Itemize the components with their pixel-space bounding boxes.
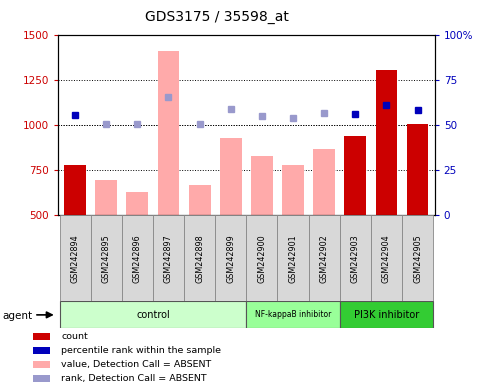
Text: GSM242898: GSM242898: [195, 234, 204, 283]
Text: GSM242903: GSM242903: [351, 234, 360, 283]
Bar: [376, 70, 398, 215]
Bar: [33, 333, 50, 340]
Bar: [33, 361, 50, 368]
Bar: [402, 215, 433, 301]
Bar: [59, 301, 246, 328]
Text: GSM242901: GSM242901: [288, 234, 298, 283]
Text: percentile rank within the sample: percentile rank within the sample: [61, 346, 221, 355]
Bar: [215, 215, 246, 301]
Text: value, Detection Call = ABSENT: value, Detection Call = ABSENT: [61, 360, 212, 369]
Bar: [246, 215, 277, 301]
Bar: [309, 215, 340, 301]
Bar: [184, 215, 215, 301]
Bar: [220, 138, 242, 215]
Text: GSM242904: GSM242904: [382, 234, 391, 283]
Text: GSM242905: GSM242905: [413, 234, 422, 283]
Text: control: control: [136, 310, 170, 320]
Bar: [153, 215, 184, 301]
Text: GSM242902: GSM242902: [320, 234, 328, 283]
Text: PI3K inhibitor: PI3K inhibitor: [354, 310, 419, 320]
Bar: [246, 301, 340, 328]
Text: GSM242894: GSM242894: [71, 234, 80, 283]
Text: NF-kappaB inhibitor: NF-kappaB inhibitor: [255, 310, 331, 319]
Text: GSM242900: GSM242900: [257, 234, 267, 283]
Bar: [59, 215, 91, 301]
Bar: [95, 180, 117, 215]
Bar: [340, 301, 433, 328]
Bar: [282, 165, 304, 215]
Bar: [344, 136, 366, 215]
Bar: [371, 215, 402, 301]
Bar: [340, 215, 371, 301]
Bar: [277, 215, 309, 301]
Bar: [122, 215, 153, 301]
Text: count: count: [61, 332, 88, 341]
Text: GDS3175 / 35598_at: GDS3175 / 35598_at: [145, 10, 289, 23]
Bar: [157, 51, 179, 215]
Text: GSM242897: GSM242897: [164, 234, 173, 283]
Text: agent: agent: [2, 311, 32, 321]
Bar: [33, 375, 50, 382]
Text: GSM242895: GSM242895: [102, 234, 111, 283]
Text: GSM242899: GSM242899: [226, 234, 235, 283]
Bar: [407, 124, 428, 215]
Bar: [33, 347, 50, 354]
Bar: [251, 156, 273, 215]
Bar: [313, 149, 335, 215]
Bar: [91, 215, 122, 301]
Text: rank, Detection Call = ABSENT: rank, Detection Call = ABSENT: [61, 374, 207, 383]
Bar: [127, 192, 148, 215]
Bar: [189, 185, 211, 215]
Bar: [64, 166, 86, 215]
Text: GSM242896: GSM242896: [133, 234, 142, 283]
